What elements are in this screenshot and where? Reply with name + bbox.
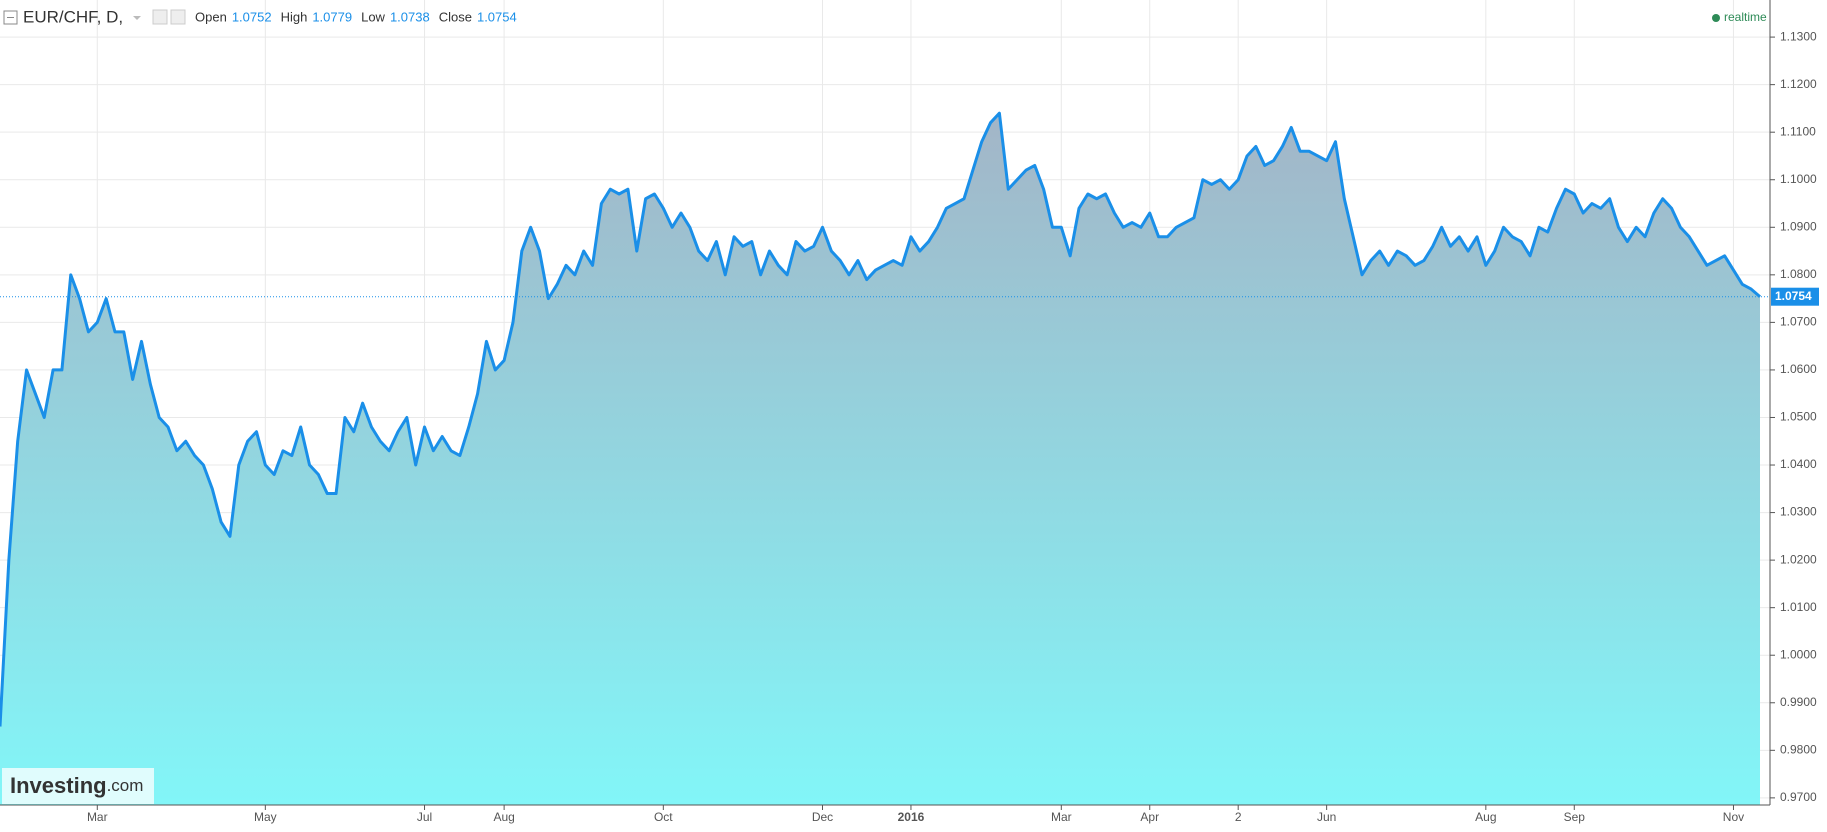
ohlc-value: 1.0738	[390, 9, 430, 24]
y-tick-label: 1.0300	[1780, 505, 1817, 519]
settings-icon[interactable]	[152, 9, 168, 25]
y-tick-label: 1.0000	[1780, 647, 1817, 661]
x-tick-label: May	[254, 810, 277, 824]
header: EUR/CHF, D, Open 1.0752 High 1.0779 Low 1.073…	[3, 7, 1767, 26]
y-tick-label: 1.0100	[1780, 600, 1817, 614]
y-tick-label: 1.0800	[1780, 267, 1817, 281]
y-tick-label: 1.1100	[1780, 124, 1816, 138]
logo-main: Investing	[10, 773, 107, 798]
x-tick-label: Sep	[1564, 810, 1586, 824]
chart-title: EUR/CHF, D,	[23, 7, 123, 26]
y-tick-label: 1.1000	[1780, 172, 1817, 186]
area	[0, 113, 1760, 806]
logo: Investing.com	[2, 768, 154, 804]
x-tick-label: Dec	[812, 810, 833, 824]
realtime-dot	[1712, 14, 1720, 22]
plot	[0, 111, 1770, 806]
ohlc-label: Open	[195, 9, 227, 24]
y-tick-label: 1.0500	[1780, 410, 1817, 424]
dropdown-icon[interactable]	[133, 16, 141, 20]
x-tick-label: Aug	[1475, 810, 1496, 824]
y-tick-label: 1.0600	[1780, 362, 1817, 376]
x-tick-label: Mar	[87, 810, 108, 824]
y-tick-label: 0.9800	[1780, 742, 1817, 756]
realtime: realtime	[1724, 10, 1767, 24]
x-tick-label: Jun	[1317, 810, 1336, 824]
ohlc-label: High	[281, 9, 308, 24]
price-line	[0, 111, 1761, 727]
y-tick-label: 1.0700	[1780, 315, 1817, 329]
x-tick-label: Jul	[417, 810, 432, 824]
close-icon[interactable]	[170, 9, 186, 25]
logo-text: Investing.com	[10, 773, 143, 798]
ohlc-label: Close	[439, 9, 472, 24]
x-tick-label: Mar	[1051, 810, 1072, 824]
y-tick-label: 0.9900	[1780, 695, 1817, 709]
current-price-box	[1771, 287, 1819, 306]
x-tick-label: Aug	[493, 810, 514, 824]
ohlc: Open 1.0752 High 1.0779 Low 1.0738 Close 1.0754	[195, 9, 517, 24]
collapse-icon[interactable]	[3, 10, 18, 25]
logo-suffix: .com	[107, 776, 144, 795]
y-tick-label: 1.1200	[1780, 77, 1817, 91]
ohlc-value: 1.0752	[232, 9, 272, 24]
ohlc-label: Low	[361, 9, 385, 24]
y-tick-label: 1.1300	[1780, 29, 1817, 43]
x-tick-label: 2016	[898, 810, 925, 824]
current-price-label: 1.0754	[1775, 289, 1812, 303]
y-tick-label: 1.0200	[1780, 552, 1817, 566]
ohlc-value: 1.0779	[312, 9, 352, 24]
x-tick-label: Nov	[1723, 810, 1744, 824]
y-tick-label: 0.9700	[1780, 790, 1817, 804]
x-tick-label: 2	[1235, 810, 1242, 824]
y-tick-label: 1.0900	[1780, 219, 1817, 233]
x-tick-label: Apr	[1140, 810, 1159, 824]
x-tick-label: Oct	[654, 810, 673, 824]
ohlc-value: 1.0754	[477, 9, 517, 24]
y-tick-label: 1.0400	[1780, 457, 1817, 471]
logo-box	[2, 768, 154, 804]
